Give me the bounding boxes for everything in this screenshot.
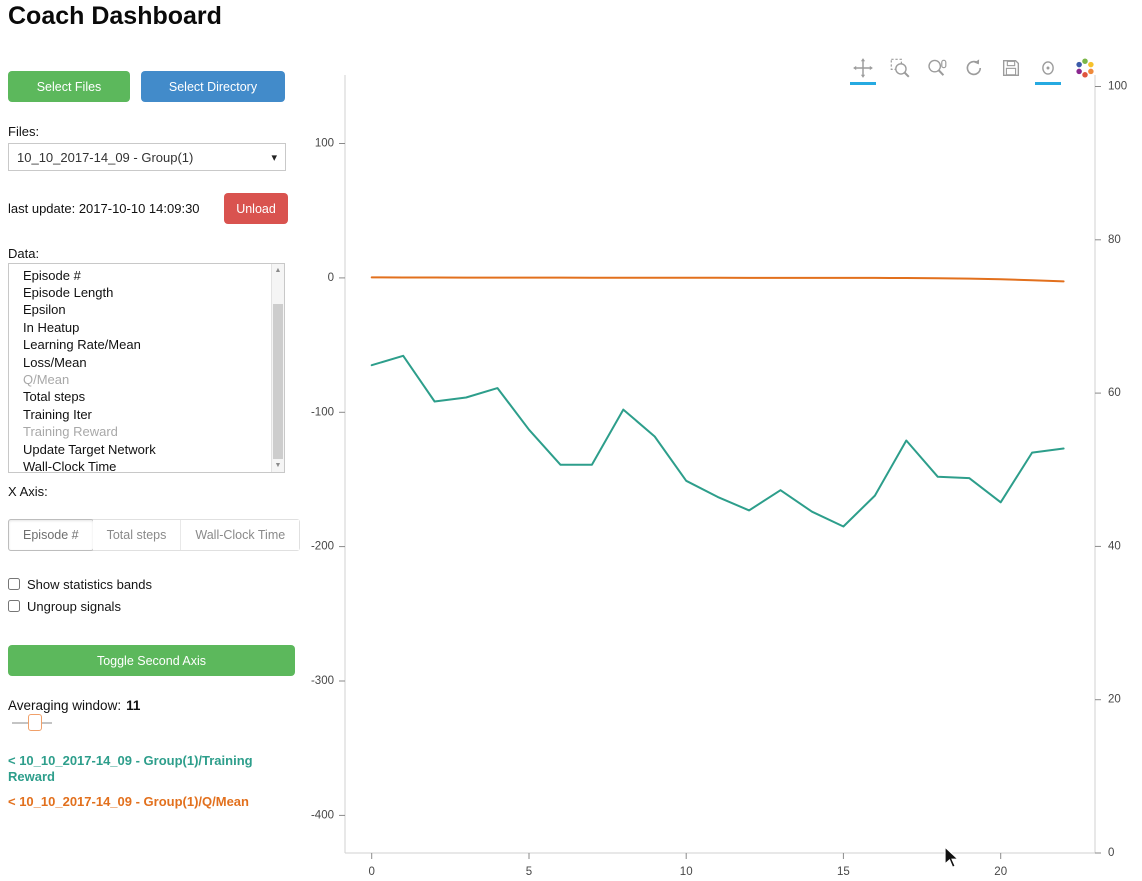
- checkbox-label: Ungroup signals: [27, 598, 121, 614]
- series-line-10-10-2017-14-09-group-1-q-mean: [370, 276, 1065, 283]
- x-axis-option-wall-clock-time[interactable]: Wall-Clock Time: [181, 520, 300, 550]
- left-axis-tick-label: -300: [311, 675, 334, 687]
- files-label: Files:: [8, 124, 40, 139]
- mouse-cursor: [944, 846, 960, 869]
- left-axis-tick-label: -200: [311, 541, 334, 553]
- right-axis-tick-label: 60: [1108, 387, 1121, 399]
- plot[interactable]: 100 0 -100 -200 -300 -400 100 80 60 40 20 0 0 5 10 15 20: [300, 45, 1142, 881]
- slider-handle[interactable]: [28, 714, 42, 731]
- data-list-item-wall-clock-time[interactable]: Wall-Clock Time: [23, 458, 117, 473]
- wheel-zoom-tool-button[interactable]: [925, 57, 949, 85]
- right-axis-tick-label: 80: [1108, 234, 1121, 246]
- data-label: Data:: [8, 246, 40, 261]
- x-axis-option-episode[interactable]: Episode #: [8, 519, 94, 551]
- x-axis-radio-group: Episode # Total steps Wall-Clock Time: [8, 519, 301, 551]
- last-update-text: last update: 2017-10-10 14:09:30: [8, 201, 200, 216]
- data-list-items: Episode # Episode Length Epsilon In Heatup L…: [9, 267, 271, 473]
- right-axis-tick-label: 40: [1108, 540, 1121, 552]
- scroll-up-icon[interactable]: ▲: [274, 267, 282, 274]
- right-axis-tick-label: 100: [1108, 81, 1127, 93]
- active-tool-underline: [1072, 82, 1098, 85]
- legend: < 10_10_2017-14_09 - Group(1)/Training R…: [8, 753, 290, 820]
- active-tool-underline: [998, 82, 1024, 85]
- left-axis-tick-label: -100: [311, 406, 334, 418]
- hover-tool-button[interactable]: [1035, 57, 1061, 85]
- left-axis-tick-label: 100: [315, 138, 334, 150]
- files-dropdown[interactable]: 10_10_2017-14_09 - Group(1) ▾: [8, 143, 286, 171]
- x-axis-tick-label: 10: [680, 866, 693, 878]
- data-list-item-epsilon[interactable]: Epsilon: [23, 302, 66, 318]
- save-tool-button[interactable]: [999, 57, 1023, 85]
- select-directory-button[interactable]: Select Directory: [141, 71, 285, 102]
- hover-icon: [1042, 61, 1054, 75]
- right-axis-tick-label: 20: [1108, 694, 1121, 706]
- box-zoom-icon: [890, 58, 910, 78]
- reset-tool-button[interactable]: [962, 57, 986, 85]
- active-tool-underline: [924, 82, 950, 85]
- averaging-window: Averaging window: 11: [8, 698, 140, 713]
- active-tool-underline: [850, 82, 876, 85]
- checkbox-label: Show statistics bands: [27, 576, 153, 592]
- averaging-window-value: 11: [126, 698, 141, 713]
- active-tool-underline: [961, 82, 987, 85]
- pan-icon: [853, 58, 873, 78]
- checkbox-input-ungroup-signals[interactable]: [8, 600, 20, 612]
- select-files-button[interactable]: Select Files: [8, 71, 130, 102]
- left-axis-tick-label: 0: [328, 272, 334, 284]
- data-list-item-training-iter[interactable]: Training Iter: [23, 406, 92, 422]
- box-zoom-tool-button[interactable]: [888, 57, 912, 85]
- data-list-item-q-mean[interactable]: Q/Mean: [23, 371, 70, 387]
- data-list-item-in-heatup[interactable]: In Heatup: [23, 319, 80, 335]
- scrollbar-thumb[interactable]: [273, 304, 283, 459]
- x-axis-tick-label: 5: [526, 866, 532, 878]
- data-list-item-learning-rate-mean[interactable]: Learning Rate/Mean: [23, 337, 141, 353]
- averaging-window-slider[interactable]: [8, 713, 72, 733]
- page-title: Coach Dashboard: [8, 2, 222, 30]
- dropdown-caret-icon: ▾: [271, 151, 277, 164]
- reset-icon: [966, 59, 982, 76]
- x-axis-tick-label: 20: [994, 866, 1007, 878]
- legend-entry-0[interactable]: < 10_10_2017-14_09 - Group(1)/Training R…: [8, 753, 253, 784]
- averaging-window-label: Averaging window:: [8, 698, 122, 713]
- wheel-zoom-icon: [928, 59, 947, 76]
- data-list-item-total-steps[interactable]: Total steps: [23, 389, 86, 405]
- bokeh-logo: [1076, 58, 1094, 78]
- files-dropdown-value: 10_10_2017-14_09 - Group(1): [17, 149, 194, 165]
- checkbox-group: Show statistics bands Ungroup signals: [8, 573, 152, 617]
- active-tool-underline: [1035, 82, 1061, 85]
- x-axis-label: X Axis:: [8, 484, 48, 499]
- data-list-item-loss-mean[interactable]: Loss/Mean: [23, 354, 87, 370]
- unload-button[interactable]: Unload: [224, 193, 288, 224]
- legend-entry-1[interactable]: < 10_10_2017-14_09 - Group(1)/Q/Mean: [8, 794, 249, 809]
- data-list-scrollbar[interactable]: ▲ ▼: [271, 264, 284, 472]
- checkbox-ungroup-signals[interactable]: Ungroup signals: [8, 595, 152, 617]
- data-list-item-episode[interactable]: Episode #: [23, 267, 81, 283]
- x-axis-option-total-steps[interactable]: Total steps: [92, 520, 182, 550]
- data-list-item-episode-length[interactable]: Episode Length: [23, 284, 114, 300]
- bokeh-logo-icon[interactable]: [1073, 57, 1097, 85]
- left-axis-tick-label: -400: [311, 809, 334, 821]
- save-icon: [1002, 59, 1020, 77]
- checkbox-show-statistics-bands[interactable]: Show statistics bands: [8, 573, 152, 595]
- toggle-second-axis-button[interactable]: Toggle Second Axis: [8, 645, 295, 676]
- right-axis-tick-label: 0: [1108, 847, 1114, 859]
- series-line-10-10-2017-14-09-group-1-training-reward: [370, 354, 1065, 528]
- data-signal-list[interactable]: Episode # Episode Length Epsilon In Heatup L…: [8, 263, 285, 473]
- chart-toolbar: [850, 57, 1097, 85]
- x-axis-tick-label: 0: [368, 866, 374, 878]
- data-list-item-update-target-network[interactable]: Update Target Network: [23, 441, 156, 457]
- scroll-down-icon[interactable]: ▼: [274, 462, 282, 469]
- chart-area[interactable]: 100 0 -100 -200 -300 -400 100 80 60 40 20 0 0 5 10 15 20: [300, 45, 1142, 881]
- data-list-item-training-reward[interactable]: Training Reward: [23, 424, 118, 440]
- active-tool-underline: [887, 82, 913, 85]
- pan-tool-button[interactable]: [850, 57, 876, 85]
- checkbox-input-show-statistics-bands[interactable]: [8, 578, 20, 590]
- x-axis-tick-label: 15: [837, 866, 850, 878]
